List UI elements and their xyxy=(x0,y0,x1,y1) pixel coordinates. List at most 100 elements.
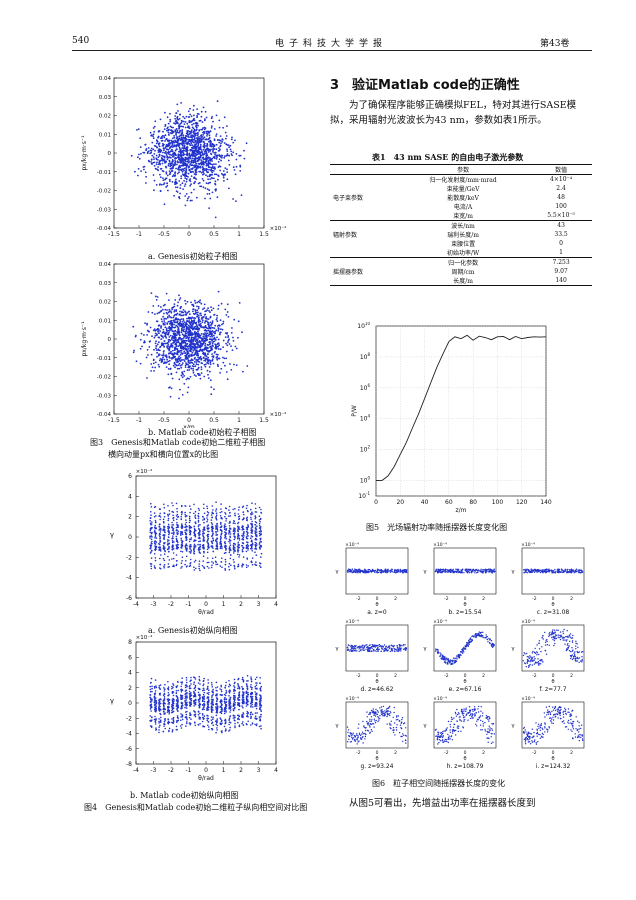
scatter-point xyxy=(183,153,186,156)
scatter-point xyxy=(225,137,227,140)
scatter-point xyxy=(158,332,160,335)
scatter-point xyxy=(166,342,168,345)
scatter-point xyxy=(258,716,261,718)
figure4a-caption: a. Genesis初始纵向相图 xyxy=(148,626,238,635)
scatter-point xyxy=(181,132,184,135)
scatter-point xyxy=(180,537,182,540)
scatter-point xyxy=(223,531,226,533)
scatter-point xyxy=(185,193,188,195)
scatter-point xyxy=(150,502,152,505)
scatter-point xyxy=(167,505,169,507)
scatter-point xyxy=(159,518,161,521)
scatter-point xyxy=(171,526,173,529)
scatter-point xyxy=(189,157,192,160)
scatter-point xyxy=(132,351,135,354)
scatter-point xyxy=(211,342,214,345)
scatter-point xyxy=(171,130,174,133)
scatter-point xyxy=(189,113,191,116)
scatter-point xyxy=(213,157,216,160)
scatter-point xyxy=(185,325,188,328)
scatter-point xyxy=(211,171,214,174)
scatter-point xyxy=(154,536,156,539)
scatter-point xyxy=(193,348,196,350)
x-tick-label: 0 xyxy=(187,417,191,424)
scatter-point xyxy=(176,137,178,140)
scatter-point xyxy=(181,551,184,553)
scatter-point xyxy=(206,534,209,537)
scatter-point xyxy=(241,549,244,551)
scatter-point xyxy=(171,140,174,143)
scatter-point xyxy=(256,682,258,684)
scatter-point xyxy=(197,314,200,317)
scatter-point xyxy=(219,325,221,327)
scatter-point xyxy=(228,562,231,565)
scatter-point xyxy=(164,531,166,534)
scatter-point xyxy=(219,711,221,714)
scatter-point xyxy=(150,161,152,163)
scatter-point xyxy=(203,161,206,164)
scatter-point xyxy=(231,327,233,329)
scatter-point xyxy=(206,548,209,551)
scatter-point xyxy=(163,358,166,361)
scatter-point xyxy=(161,308,164,311)
scatter-point xyxy=(228,525,231,527)
scatter-point xyxy=(168,536,170,538)
scatter-point xyxy=(176,330,179,333)
scatter-point xyxy=(172,564,175,567)
scatter-point xyxy=(233,561,235,563)
scatter-point xyxy=(182,309,185,311)
scatter-point xyxy=(228,533,230,535)
scatter-point xyxy=(205,167,207,170)
scatter-point xyxy=(181,376,184,379)
scatter-point xyxy=(176,708,178,711)
scatter-point xyxy=(184,523,187,526)
scatter-point xyxy=(254,532,256,534)
scatter-point xyxy=(180,328,183,330)
scatter-point xyxy=(158,145,161,148)
scatter-point xyxy=(237,684,240,686)
scatter-point xyxy=(159,702,162,705)
scatter-point xyxy=(174,186,177,189)
scatter-point xyxy=(232,548,235,551)
scatter-point xyxy=(228,565,230,568)
scatter-point xyxy=(209,144,212,146)
scatter-point xyxy=(181,353,184,355)
scatter-point xyxy=(202,533,204,535)
scatter-point xyxy=(193,326,196,328)
scatter-point xyxy=(210,706,213,709)
scatter-point xyxy=(230,549,232,551)
scatter-point xyxy=(232,717,235,719)
scatter-point xyxy=(254,511,257,513)
scatter-point xyxy=(158,546,161,548)
scatter-point xyxy=(163,312,165,315)
scatter-point xyxy=(152,359,155,362)
scatter-point xyxy=(192,350,195,352)
scatter-point xyxy=(157,142,160,145)
scatter-point xyxy=(177,360,179,363)
scatter-point xyxy=(158,349,161,352)
scatter-point xyxy=(154,295,157,298)
scatter-point xyxy=(206,519,209,521)
scatter-point xyxy=(251,520,253,523)
scatter-point xyxy=(176,685,179,687)
scatter-point xyxy=(176,129,179,132)
scatter-point xyxy=(211,542,213,544)
scatter-point xyxy=(179,310,181,313)
scatter-point xyxy=(162,353,165,355)
scatter-point xyxy=(193,530,196,533)
scatter-point xyxy=(168,147,171,149)
scatter-point xyxy=(207,164,210,167)
scatter-point xyxy=(175,371,178,374)
y-axis-label: px/kg·m·s⁻¹ xyxy=(81,321,88,357)
scatter-point xyxy=(153,130,156,133)
scatter-point xyxy=(153,336,156,339)
scatter-point xyxy=(159,534,161,536)
scatter-point xyxy=(175,128,178,130)
scatter-point xyxy=(185,555,188,558)
scatter-point xyxy=(242,706,244,709)
scatter-point xyxy=(167,530,170,533)
scatter-point xyxy=(179,359,181,362)
scatter-point xyxy=(172,337,175,339)
scatter-point xyxy=(195,149,198,151)
scatter-point xyxy=(170,154,173,156)
